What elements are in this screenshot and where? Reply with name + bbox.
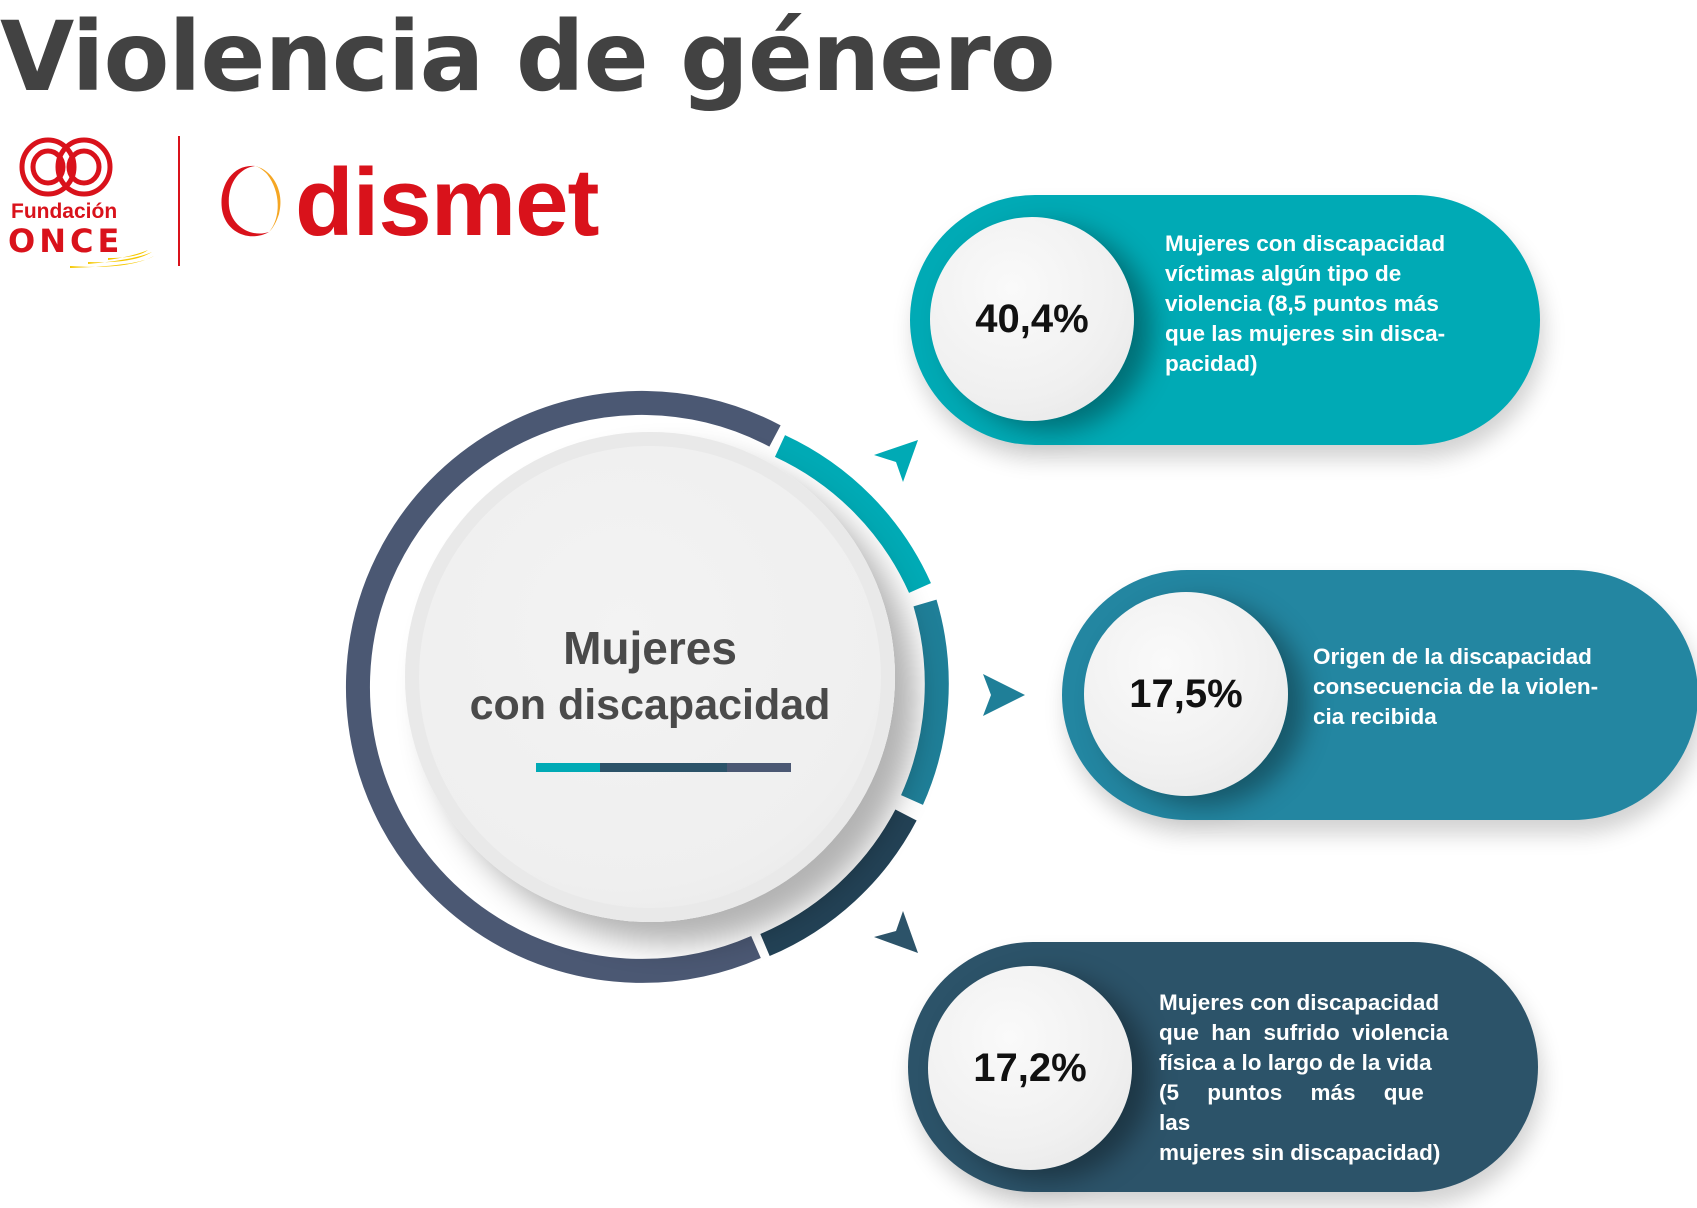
stat-description: Mujeres con discapacidad víctimas algún … [1165, 231, 1446, 376]
ring-segment-dark [760, 809, 917, 957]
ring-segment-blue [901, 599, 949, 805]
bar-segment-dark-2 [663, 763, 728, 772]
stat-description: Mujeres con discapacidad que han sufrido… [1159, 990, 1449, 1165]
stat-value: 40,4% [975, 296, 1089, 341]
center-circle [405, 432, 895, 922]
yellow-swoosh-icon [70, 250, 154, 268]
stat-card-3: 17,2% Mujeres con discapacidad que han s… [908, 942, 1538, 1192]
arrow-up-right-icon [874, 440, 918, 482]
ring-segment-teal [774, 435, 931, 593]
stat-value-circle: 17,2% [928, 966, 1132, 1170]
center-label: Mujeres con discapacidad [415, 620, 885, 734]
stat-card-2: 17,5% Origen de la discapacidad consecue… [1062, 570, 1697, 820]
center-label-line1: Mujeres [563, 622, 737, 674]
fundacion-label: Fundación [11, 200, 118, 223]
stat-value-circle: 40,4% [930, 217, 1134, 421]
o-swoosh-icon [221, 165, 281, 237]
arrow-down-right-icon [874, 911, 918, 953]
logo-divider [178, 136, 180, 266]
bar-segment-dark [599, 763, 664, 772]
ring-segment-slate [345, 390, 781, 983]
center-label-line2: con discapacidad [469, 681, 831, 729]
stat-value-circle: 17,5% [1084, 592, 1288, 796]
stat-value: 17,5% [1129, 671, 1243, 716]
interlocked-rings-icon [19, 137, 113, 197]
bar-segment-teal [536, 763, 600, 772]
center-color-bar [536, 763, 791, 772]
stat-description: Origen de la discapacidad consecuencia d… [1313, 644, 1599, 729]
once-label: ONCE [8, 222, 124, 260]
arrow-right-icon [983, 674, 1025, 716]
bar-segment-slate [727, 763, 791, 772]
dismet-wordmark: dismet [295, 149, 599, 256]
fundacion-once-logo: Fundación ONCE [8, 136, 154, 268]
page-title: Violencia de género [0, 1, 1056, 113]
stat-value: 17,2% [973, 1045, 1087, 1090]
stat-card-1: 40,4% Mujeres con discapacidad víctimas … [910, 195, 1540, 445]
